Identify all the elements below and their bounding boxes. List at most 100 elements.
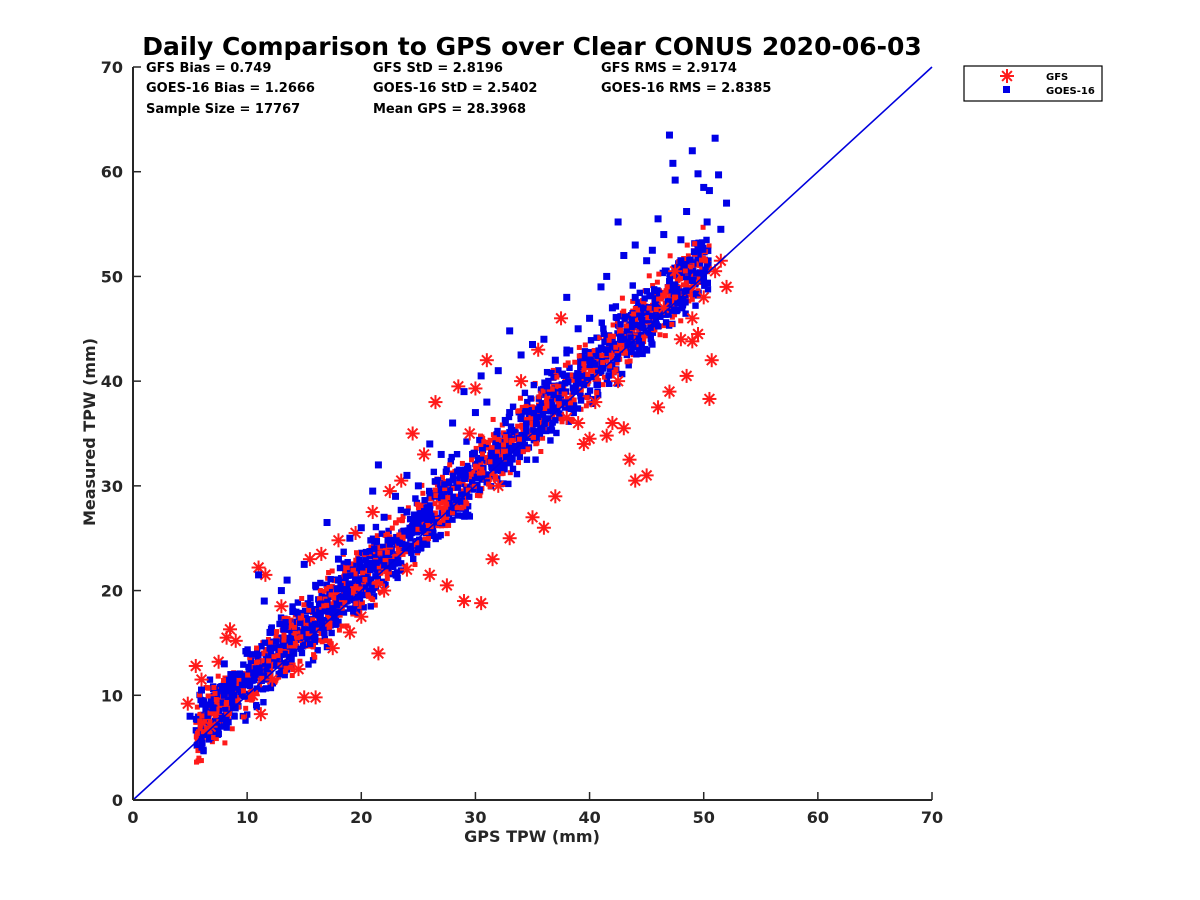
cloud-point-goes16 — [651, 294, 659, 302]
cloud-point-goes16 — [333, 601, 341, 609]
cloud-point-goes16 — [453, 496, 460, 504]
gfs-point — [253, 707, 268, 722]
cloud-point-gfs — [631, 311, 637, 317]
cloud-point-goes16 — [516, 453, 523, 461]
cloud-point-goes16 — [530, 437, 538, 444]
cloud-point-gfs — [565, 360, 571, 366]
cloud-point-goes16 — [511, 426, 518, 434]
gfs-point — [462, 426, 477, 441]
cloud-point-gfs — [372, 602, 378, 608]
cloud-point-gfs — [533, 441, 539, 447]
cloud-point-gfs — [405, 505, 411, 511]
cloud-point-gfs — [614, 349, 620, 355]
cloud-point-goes16 — [263, 667, 270, 674]
cloud-point-goes16 — [416, 515, 423, 523]
cloud-point-gfs — [342, 568, 348, 574]
cloud-point-gfs — [356, 603, 362, 609]
cloud-point-goes16 — [445, 478, 453, 485]
cloud-point-goes16 — [636, 347, 643, 354]
cloud-point-gfs — [468, 471, 474, 477]
gfs-point — [691, 327, 706, 342]
goes16-point — [260, 597, 268, 605]
cloud-point-goes16 — [371, 545, 378, 552]
cloud-point-gfs — [509, 437, 515, 443]
cloud-point-gfs — [594, 373, 600, 379]
cloud-point-goes16 — [306, 640, 314, 648]
cloud-point-gfs — [519, 404, 525, 410]
cloud-point-goes16 — [374, 567, 382, 574]
cloud-point-gfs — [490, 416, 496, 422]
y-tick-label: 20 — [101, 582, 123, 601]
cloud-point-goes16 — [543, 382, 551, 390]
cloud-point-goes16 — [288, 638, 295, 646]
goes16-point — [563, 293, 571, 301]
cloud-point-goes16 — [704, 286, 712, 293]
cloud-point-gfs — [624, 359, 630, 365]
cloud-point-goes16 — [555, 367, 562, 374]
cloud-point-goes16 — [586, 356, 594, 363]
cloud-point-goes16 — [367, 603, 374, 610]
gfs-point — [291, 662, 306, 677]
cloud-point-gfs — [520, 449, 526, 455]
cloud-point-goes16 — [421, 514, 428, 521]
cloud-point-goes16 — [552, 417, 559, 424]
cloud-point-goes16 — [328, 616, 335, 623]
cloud-point-goes16 — [450, 472, 457, 480]
cloud-point-gfs — [491, 471, 497, 477]
goes16-point — [414, 482, 422, 490]
cloud-point-goes16 — [350, 596, 358, 604]
cloud-point-goes16 — [281, 650, 288, 658]
cloud-point-goes16 — [643, 288, 651, 295]
cloud-point-gfs — [325, 621, 331, 627]
stat-text: GFS StD = 2.8196 — [373, 61, 503, 76]
scatter-points — [180, 131, 734, 734]
cloud-point-goes16 — [523, 424, 530, 431]
cloud-point-gfs — [689, 287, 695, 293]
cloud-point-goes16 — [297, 609, 305, 617]
cloud-point-gfs — [667, 293, 673, 299]
cloud-point-gfs — [437, 519, 443, 525]
cloud-point-gfs — [375, 564, 381, 570]
cloud-point-goes16 — [400, 527, 407, 535]
cloud-point-goes16 — [379, 550, 387, 557]
cloud-point-gfs — [384, 575, 390, 581]
cloud-point-goes16 — [340, 548, 347, 556]
cloud-point-goes16 — [609, 336, 616, 343]
cloud-point-gfs — [683, 280, 689, 286]
cloud-point-goes16 — [505, 480, 512, 488]
cloud-point-gfs — [678, 275, 684, 281]
gfs-point — [622, 452, 637, 467]
goes16-point — [694, 170, 702, 178]
goes16-point — [608, 304, 616, 312]
cloud-point-goes16 — [565, 405, 573, 413]
cloud-point-goes16 — [309, 657, 317, 664]
cloud-point-goes16 — [532, 420, 540, 428]
stat-text: GOES-16 StD = 2.5402 — [373, 81, 537, 96]
cloud-point-goes16 — [226, 676, 233, 684]
cloud-point-gfs — [476, 470, 482, 476]
cloud-point-goes16 — [692, 290, 700, 298]
gfs-point — [525, 510, 540, 525]
cloud-point-goes16 — [381, 562, 388, 569]
cloud-point-goes16 — [649, 341, 656, 348]
cloud-point-goes16 — [204, 712, 211, 719]
cloud-point-gfs — [421, 537, 427, 543]
goes16-point — [300, 560, 308, 568]
cloud-point-gfs — [357, 586, 363, 592]
cloud-point-goes16 — [586, 361, 593, 369]
cloud-point-gfs — [583, 403, 589, 409]
cloud-point-gfs — [456, 481, 462, 487]
cloud-point-gfs — [664, 284, 670, 290]
goes16-point — [603, 272, 611, 280]
cloud-point-goes16 — [337, 582, 344, 590]
cloud-point-goes16 — [251, 676, 258, 684]
cloud-point-gfs — [663, 288, 669, 294]
cloud-point-goes16 — [277, 614, 285, 621]
cloud-point-goes16 — [628, 315, 635, 323]
cloud-point-gfs — [259, 675, 265, 681]
cloud-point-goes16 — [600, 325, 607, 332]
cloud-point-goes16 — [426, 507, 434, 514]
goes16-point — [477, 372, 485, 380]
gfs-point — [639, 468, 654, 483]
cloud-point-goes16 — [340, 609, 348, 616]
